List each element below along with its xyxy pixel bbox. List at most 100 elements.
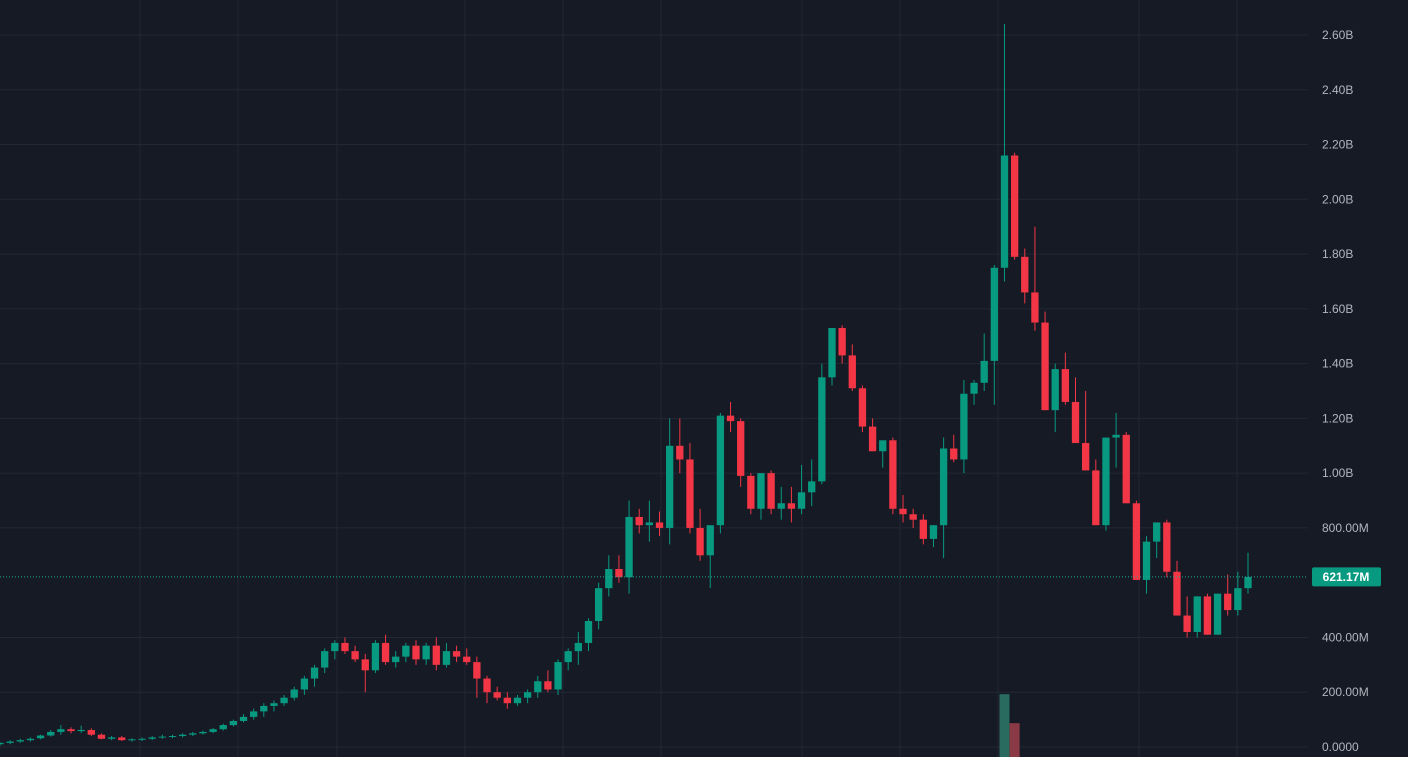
y-axis-tick-label: 0.0000 bbox=[1322, 740, 1359, 754]
candle bbox=[1041, 311, 1049, 411]
candle-body bbox=[351, 651, 359, 660]
candle bbox=[970, 380, 978, 405]
candle bbox=[432, 637, 440, 671]
candle bbox=[980, 333, 988, 391]
candle-body bbox=[26, 738, 35, 741]
candle bbox=[1234, 571, 1242, 616]
candle bbox=[909, 508, 917, 528]
candle-body bbox=[686, 459, 694, 528]
candle-body bbox=[209, 729, 217, 732]
candle-body bbox=[321, 651, 329, 668]
candle bbox=[422, 642, 430, 665]
candle bbox=[605, 555, 613, 597]
y-axis-tick-label: 800.00M bbox=[1322, 521, 1369, 535]
candle-body bbox=[442, 651, 451, 665]
candle-body bbox=[199, 731, 207, 734]
candle-body bbox=[676, 445, 684, 460]
candle bbox=[1142, 536, 1151, 594]
candle-body bbox=[990, 267, 998, 361]
candle-body bbox=[554, 662, 562, 690]
candle-body bbox=[655, 522, 664, 528]
candle-body bbox=[615, 569, 623, 578]
candle-body bbox=[402, 645, 410, 657]
candle bbox=[321, 648, 329, 674]
candle bbox=[442, 642, 451, 668]
candle bbox=[645, 500, 654, 542]
candle-body bbox=[939, 448, 948, 526]
candle-body bbox=[168, 736, 177, 738]
candle-body bbox=[341, 642, 349, 652]
candle-body bbox=[1112, 434, 1120, 438]
candle bbox=[868, 418, 877, 452]
candle bbox=[473, 656, 481, 698]
volume-bars bbox=[999, 694, 1020, 757]
candle bbox=[1203, 593, 1212, 635]
candle-body bbox=[879, 440, 887, 452]
y-axis-tick-label: 1.80B bbox=[1322, 247, 1353, 261]
candle bbox=[737, 418, 745, 487]
candle bbox=[879, 440, 887, 468]
candle bbox=[148, 736, 156, 741]
candle bbox=[1082, 391, 1090, 471]
candlestick-series[interactable] bbox=[0, 24, 1252, 746]
candle-body bbox=[889, 440, 897, 509]
candle bbox=[87, 728, 95, 737]
candle-body bbox=[808, 481, 816, 493]
candle bbox=[615, 555, 623, 583]
candle-body bbox=[260, 705, 268, 712]
candle bbox=[655, 511, 664, 537]
candle-body bbox=[544, 681, 552, 690]
candle bbox=[1112, 412, 1120, 468]
candle bbox=[6, 740, 14, 745]
candle-body bbox=[777, 503, 785, 509]
candle-body bbox=[737, 421, 745, 476]
candle-body bbox=[36, 735, 45, 739]
candle-body bbox=[574, 642, 582, 652]
candle-body bbox=[513, 697, 522, 704]
candle bbox=[16, 738, 24, 743]
candle-body bbox=[584, 621, 593, 643]
candle-body bbox=[1102, 437, 1110, 526]
candle-body bbox=[138, 738, 146, 740]
candle-body bbox=[371, 642, 380, 671]
candle bbox=[594, 582, 603, 630]
candle bbox=[1102, 437, 1110, 531]
candle bbox=[341, 637, 349, 654]
candle bbox=[554, 659, 562, 695]
y-axis-tick-label: 2.40B bbox=[1322, 83, 1353, 97]
candle bbox=[757, 473, 765, 520]
candle bbox=[523, 689, 532, 704]
candle bbox=[77, 725, 85, 733]
current-price-label: 621.17M bbox=[1323, 570, 1370, 584]
candle bbox=[1163, 519, 1171, 578]
candle bbox=[412, 640, 420, 665]
candle bbox=[1051, 363, 1059, 433]
candle-body bbox=[716, 415, 725, 526]
price-axis[interactable]: 2.60B 2.40B 2.20B 2.00B 1.80B 1.60B 1.40B 1.20B… bbox=[1322, 28, 1369, 754]
candle bbox=[26, 737, 35, 742]
candle-body bbox=[523, 692, 532, 698]
candle-body bbox=[6, 741, 14, 743]
candle bbox=[300, 675, 309, 695]
candle bbox=[57, 725, 65, 735]
candle-body bbox=[432, 645, 440, 665]
candle-body bbox=[787, 503, 796, 509]
candle-body bbox=[625, 516, 633, 578]
candle-body bbox=[331, 642, 339, 652]
candle bbox=[1213, 593, 1222, 635]
candle bbox=[1183, 596, 1191, 638]
candle-body bbox=[1203, 596, 1212, 635]
candle-body bbox=[1213, 593, 1222, 635]
candle bbox=[97, 733, 106, 740]
candle-body bbox=[310, 667, 319, 679]
candle-body bbox=[1142, 541, 1151, 580]
candle bbox=[1061, 352, 1070, 405]
candle bbox=[1122, 432, 1130, 504]
current-price-badge: 621.17M bbox=[1312, 567, 1381, 587]
candle bbox=[118, 736, 126, 741]
candle-body bbox=[1183, 615, 1191, 632]
candle bbox=[899, 495, 907, 523]
candle bbox=[950, 434, 958, 463]
candle bbox=[939, 437, 948, 559]
